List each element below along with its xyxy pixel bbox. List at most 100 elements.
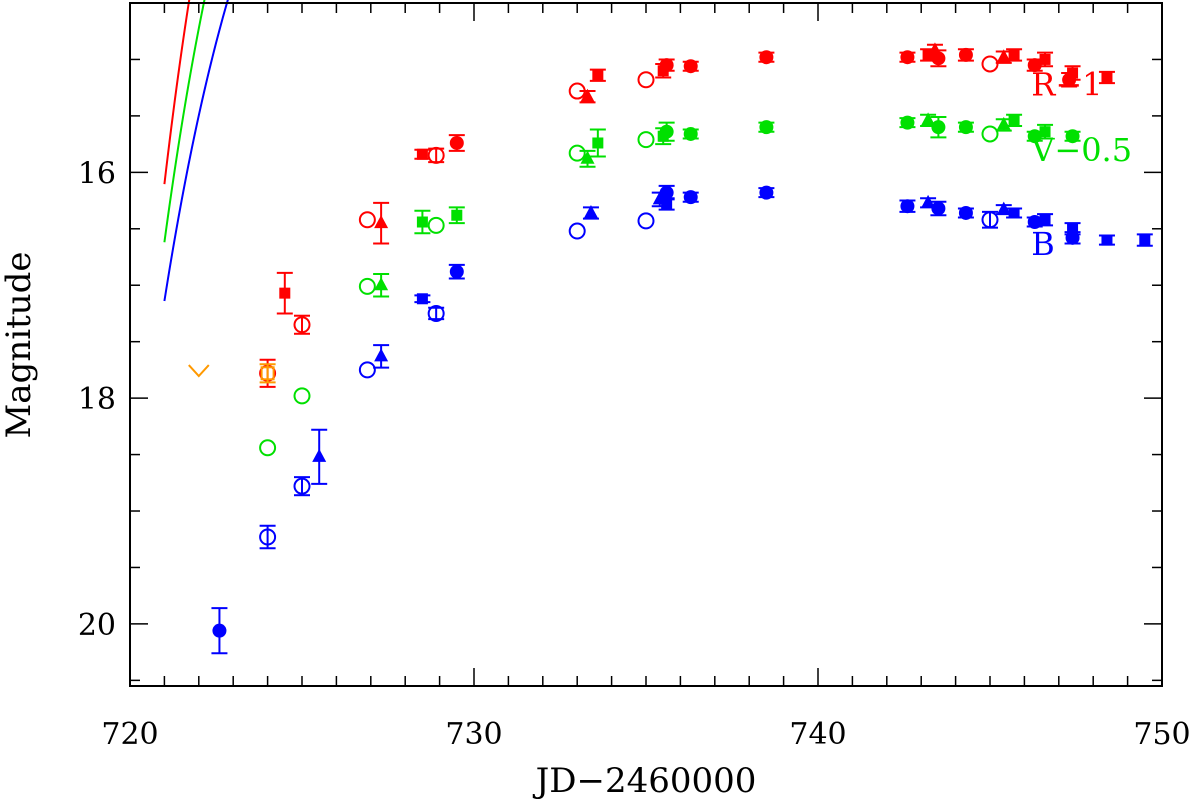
data-point [311, 428, 328, 485]
data-point [568, 144, 586, 162]
marker-square-filled [416, 293, 428, 305]
data-point [293, 476, 311, 497]
marker-circle-filled [659, 124, 674, 139]
data-point [293, 387, 311, 405]
marker-square-filled [1008, 207, 1020, 219]
data-point [373, 344, 390, 369]
marker-circle-filled [759, 50, 774, 65]
marker-circle-filled [759, 185, 774, 200]
data-point [579, 88, 596, 104]
data-point [758, 50, 775, 65]
marker-triangle-filled [580, 150, 595, 164]
series-label: B [1031, 225, 1055, 263]
marker-square-filled [1067, 67, 1079, 79]
marker-circle-open [427, 304, 445, 322]
fit-curves [163, 0, 229, 302]
marker-circle-open [293, 316, 311, 334]
marker-triangle-filled [580, 88, 595, 102]
marker-circle-filled [1027, 58, 1042, 73]
data-point [658, 58, 675, 73]
marker-square-filled [1067, 223, 1079, 235]
marker-circle-filled [759, 120, 774, 135]
marker-circle-filled [1065, 129, 1080, 144]
marker-circle-filled [958, 205, 973, 220]
marker-circle-filled [931, 120, 946, 135]
data-point [448, 134, 465, 152]
data-point [568, 222, 586, 240]
data-point [373, 201, 390, 245]
marker-circle-open [637, 131, 655, 149]
marker-circle-open [981, 55, 999, 73]
marker-triangle-filled [583, 204, 598, 218]
data-point [427, 146, 445, 164]
marker-square-filled [661, 198, 673, 210]
data-point [276, 271, 293, 315]
marker-square-filled [1101, 234, 1113, 246]
data-points [188, 42, 1153, 655]
data-point [448, 206, 465, 225]
data-point [414, 209, 431, 235]
marker-circle-open [293, 387, 311, 405]
data-point [758, 185, 775, 200]
data-point [637, 71, 655, 89]
marker-triangle-filled [374, 277, 389, 291]
x-tick-label: 740 [789, 717, 846, 752]
data-point [1037, 123, 1054, 140]
marker-square-filled [416, 148, 428, 160]
data-point [373, 272, 390, 298]
data-point [899, 115, 916, 130]
data-point [1098, 70, 1115, 85]
data-point [1026, 58, 1043, 73]
axis-tick-labels: 720 730 740 750 16 18 20 [78, 156, 1191, 752]
marker-circle-open [637, 212, 655, 230]
marker-square-filled [922, 49, 934, 61]
marker-circle-open [568, 222, 586, 240]
fit-curve [163, 0, 191, 185]
y-tick-label: 18 [78, 382, 116, 417]
marker-circle-filled [958, 47, 973, 62]
data-point [358, 211, 376, 229]
data-point [414, 148, 431, 160]
marker-circle-filled [900, 115, 915, 130]
marker-circle-open [358, 277, 376, 295]
y-tick-label: 20 [78, 608, 116, 643]
marker-circle-open [427, 146, 445, 164]
marker-circle-filled [931, 51, 946, 66]
marker-circle-filled [683, 126, 698, 141]
data-point [1136, 233, 1153, 247]
marker-square-filled [1008, 114, 1020, 126]
marker-square-filled [1139, 234, 1151, 246]
data-point [582, 204, 599, 220]
marker-circle-filled [900, 199, 915, 214]
marker-triangle-filled [312, 448, 327, 462]
data-point [1098, 234, 1115, 246]
data-point [1064, 65, 1081, 81]
marker-triangle-filled [921, 194, 936, 208]
marker-circle-open [427, 216, 445, 234]
data-point [995, 201, 1012, 216]
data-point [930, 116, 947, 139]
data-point [1006, 207, 1023, 219]
data-point [358, 361, 376, 379]
marker-triangle-filled [996, 49, 1011, 63]
x-tick-label: 750 [1133, 717, 1190, 752]
x-tick-label: 720 [101, 717, 158, 752]
data-point [259, 524, 277, 550]
marker-circle-filled [659, 185, 674, 200]
data-point [259, 439, 277, 457]
marker-square-filled [416, 216, 428, 228]
marker-square-filled [1039, 214, 1051, 226]
data-point [682, 126, 699, 141]
marker-circle-filled [659, 58, 674, 73]
data-point [414, 293, 431, 305]
data-point [637, 212, 655, 230]
data-point [981, 55, 999, 73]
marker-circle-filled [683, 190, 698, 205]
data-point [682, 59, 699, 74]
marker-circle-filled [212, 623, 227, 638]
data-point [1037, 51, 1054, 68]
marker-square-filled [451, 209, 463, 221]
data-point [211, 607, 228, 655]
data-point [427, 304, 445, 322]
